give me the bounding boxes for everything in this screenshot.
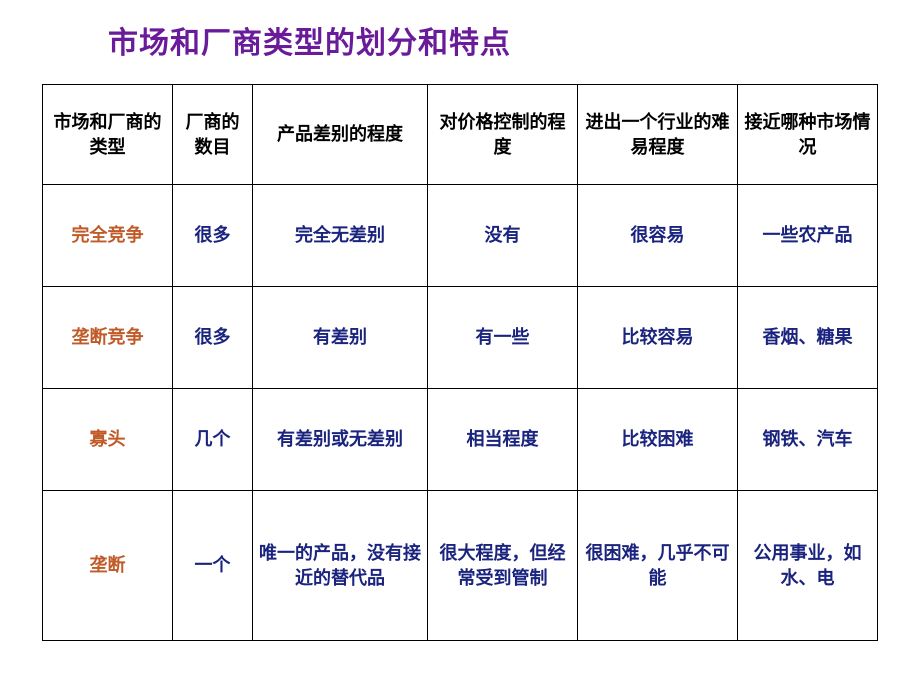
col-header: 产品差别的程度: [253, 85, 428, 185]
table-cell: 有一些: [428, 287, 578, 389]
table-cell: 香烟、糖果: [738, 287, 878, 389]
slide: 市场和厂商类型的划分和特点 市场和厂商的类型 厂商的数目 产品差别的程度 对价格…: [0, 0, 920, 690]
table-cell: 有差别或无差别: [253, 389, 428, 491]
row-label: 寡头: [43, 389, 173, 491]
table-cell: 很多: [173, 185, 253, 287]
table-cell: 一个: [173, 491, 253, 641]
col-header: 进出一个行业的难易程度: [578, 85, 738, 185]
table-cell: 有差别: [253, 287, 428, 389]
table-cell: 比较困难: [578, 389, 738, 491]
table-row: 垄断 一个 唯一的产品，没有接近的替代品 很大程度，但经常受到管制 很困难，几乎…: [43, 491, 878, 641]
col-header: 对价格控制的程度: [428, 85, 578, 185]
col-header: 接近哪种市场情况: [738, 85, 878, 185]
table-cell: 很大程度，但经常受到管制: [428, 491, 578, 641]
table-row: 寡头 几个 有差别或无差别 相当程度 比较困难 钢铁、汽车: [43, 389, 878, 491]
market-types-table: 市场和厂商的类型 厂商的数目 产品差别的程度 对价格控制的程度 进出一个行业的难…: [42, 84, 878, 641]
table-cell: 公用事业，如水、电: [738, 491, 878, 641]
table-cell: 钢铁、汽车: [738, 389, 878, 491]
row-label: 垄断竞争: [43, 287, 173, 389]
table-cell: 相当程度: [428, 389, 578, 491]
table-row: 垄断竞争 很多 有差别 有一些 比较容易 香烟、糖果: [43, 287, 878, 389]
table-cell: 完全无差别: [253, 185, 428, 287]
row-label: 完全竞争: [43, 185, 173, 287]
table-cell: 很多: [173, 287, 253, 389]
table-cell: 很困难，几乎不可能: [578, 491, 738, 641]
table-row: 完全竞争 很多 完全无差别 没有 很容易 一些农产品: [43, 185, 878, 287]
row-label: 垄断: [43, 491, 173, 641]
table-cell: 一些农产品: [738, 185, 878, 287]
table-header-row: 市场和厂商的类型 厂商的数目 产品差别的程度 对价格控制的程度 进出一个行业的难…: [43, 85, 878, 185]
table-cell: 几个: [173, 389, 253, 491]
col-header: 厂商的数目: [173, 85, 253, 185]
col-header: 市场和厂商的类型: [43, 85, 173, 185]
table-cell: 很容易: [578, 185, 738, 287]
table-cell: 没有: [428, 185, 578, 287]
table-cell: 唯一的产品，没有接近的替代品: [253, 491, 428, 641]
page-title: 市场和厂商类型的划分和特点: [108, 18, 880, 62]
table-cell: 比较容易: [578, 287, 738, 389]
